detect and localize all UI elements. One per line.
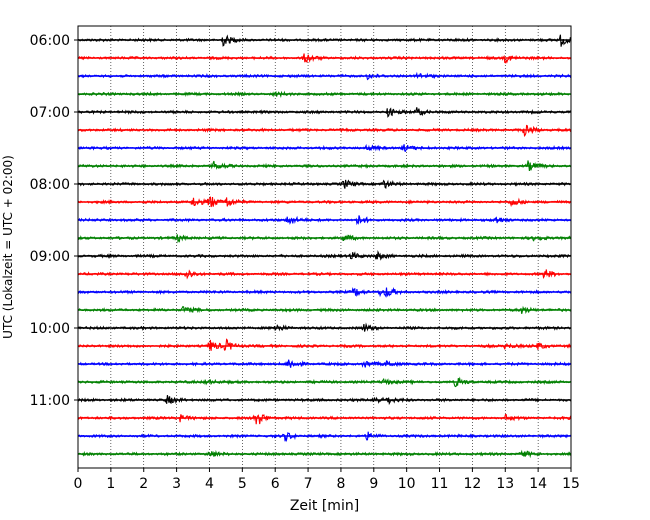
x-tick-label: 0 <box>74 476 83 492</box>
x-tick-label: 7 <box>304 476 313 492</box>
y-tick-label: 09:00 <box>30 249 70 265</box>
y-axis-ticks: 06:00 07:00 08:00 09:00 10:00 11:00 <box>30 33 78 409</box>
x-tick-label: 8 <box>336 476 345 492</box>
y-tick-label: 07:00 <box>30 105 70 121</box>
x-tick-label: 10 <box>398 476 416 492</box>
x-tick-label: 9 <box>369 476 378 492</box>
x-axis-label: Zeit [min] <box>290 498 359 514</box>
y-tick-label: 11:00 <box>30 393 70 409</box>
grid <box>77 26 572 468</box>
x-tick-label: 3 <box>172 476 181 492</box>
x-tick-label: 6 <box>271 476 280 492</box>
x-tick-label: 1 <box>106 476 115 492</box>
x-tick-label: 4 <box>205 476 214 492</box>
x-tick-label: 2 <box>139 476 148 492</box>
y-tick-label: 06:00 <box>30 33 70 49</box>
y-tick-label: 08:00 <box>30 177 70 193</box>
trace-line <box>77 338 572 351</box>
trace-line <box>77 413 572 425</box>
seismic-traces <box>77 34 572 459</box>
x-tick-label: 11 <box>431 476 449 492</box>
x-tick-label: 5 <box>238 476 247 492</box>
x-tick-label: 12 <box>463 476 481 492</box>
plot-frame <box>77 25 572 469</box>
x-tick-label: 14 <box>529 476 547 492</box>
x-axis-ticks: 0 1 2 3 4 5 6 7 8 9 10 11 12 13 14 15 <box>74 468 580 492</box>
trace-line <box>77 395 572 406</box>
y-tick-label: 10:00 <box>30 321 70 337</box>
x-tick-label: 15 <box>562 476 580 492</box>
x-tick-label: 13 <box>496 476 514 492</box>
y-axis-label: UTC (Lokalzeit = UTC + 02:00) <box>1 155 15 339</box>
